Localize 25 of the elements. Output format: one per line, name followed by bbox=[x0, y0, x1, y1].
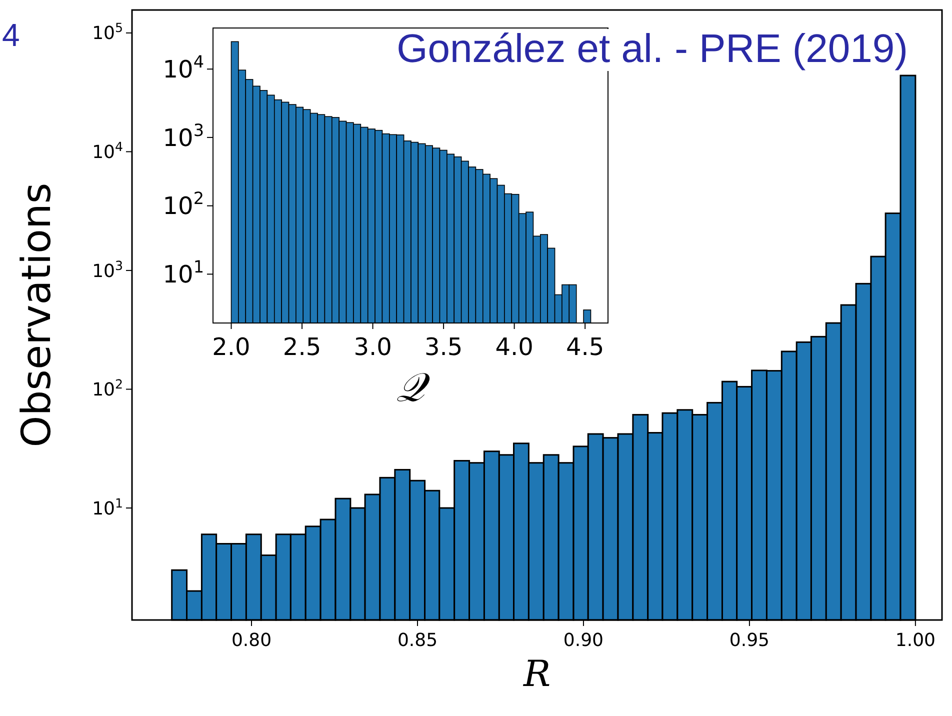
y-tick-label: 10$^{5}$ bbox=[92, 20, 123, 44]
annotation: González et al. - PRE (2019) bbox=[396, 27, 908, 71]
y-tick-label: 10$^{3}$ bbox=[92, 257, 123, 282]
y-tick-label: 10$^{4}$ bbox=[92, 138, 123, 163]
text: 4 bbox=[2, 17, 20, 53]
x-tick-label: 0.80 bbox=[231, 630, 272, 651]
y-tick-label: 10$^{3}$ bbox=[162, 120, 204, 152]
y-tick-label: 10$^{4}$ bbox=[162, 51, 204, 84]
x-tick-label: 0.95 bbox=[729, 630, 770, 651]
x-tick-label: 3.0 bbox=[354, 333, 392, 361]
x-tick-label: 3.5 bbox=[424, 333, 463, 361]
y-tick-label: 10$^{2}$ bbox=[92, 376, 123, 401]
x-tick-label: 4.5 bbox=[566, 333, 604, 361]
x-tick-label: 2.5 bbox=[282, 333, 322, 361]
y-tick-label: 10$^{2}$ bbox=[162, 188, 204, 220]
x-tick-label: 0.85 bbox=[397, 630, 438, 651]
x-tick-label: 4.0 bbox=[495, 333, 534, 361]
x-axis-title: 𝒬 bbox=[396, 365, 431, 411]
y-tick-label: 10$^{1}$ bbox=[162, 256, 204, 289]
x-tick-label: 1.00 bbox=[895, 630, 936, 651]
y-tick-label: 10$^{1}$ bbox=[92, 494, 123, 520]
x-tick-label: 2.0 bbox=[212, 333, 250, 361]
x-tick-label: 0.90 bbox=[563, 630, 604, 651]
y-axis-title: Observations bbox=[14, 182, 60, 448]
x-axis-title: R bbox=[522, 654, 551, 695]
